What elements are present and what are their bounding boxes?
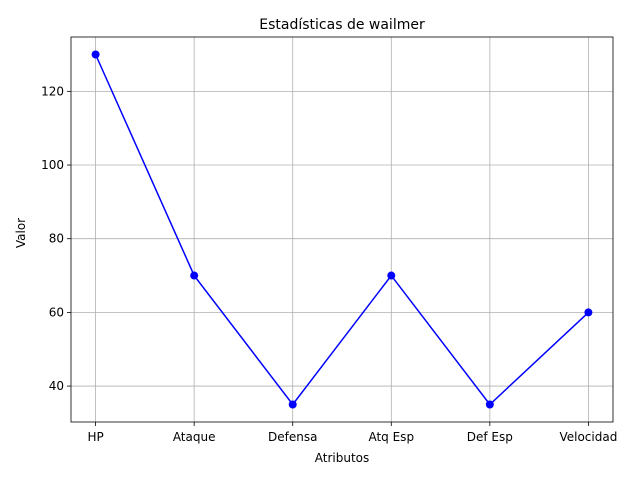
plot-border <box>70 36 614 423</box>
y-axis: 40 60 80 100 120 <box>41 84 71 393</box>
grid-lines <box>71 37 613 422</box>
chart-title: Estadísticas de wailmer <box>259 17 425 33</box>
x-tick-label: Ataque <box>173 430 216 444</box>
data-point <box>485 400 494 409</box>
data-point <box>190 271 199 280</box>
x-tick-label: Defensa <box>268 430 317 444</box>
y-axis-label: Valor <box>14 218 28 248</box>
x-tick-label: HP <box>87 430 103 444</box>
x-axis-label: Atributos <box>315 451 370 465</box>
x-tick-label: Def Esp <box>467 430 513 444</box>
data-point <box>387 271 396 280</box>
data-point <box>288 400 297 409</box>
series-line <box>94 54 589 406</box>
x-tick-label: Velocidad <box>559 430 617 444</box>
y-tick-label: 80 <box>49 232 64 246</box>
data-point <box>91 50 100 59</box>
y-tick-label: 40 <box>49 379 64 393</box>
y-tick-label: 100 <box>41 158 64 172</box>
y-tick-label: 60 <box>49 305 64 319</box>
data-point <box>584 308 593 317</box>
x-axis: HP Ataque Defensa Atq Esp Def Esp Velocidad <box>87 422 617 444</box>
plot-frame <box>70 36 614 423</box>
x-tick-label: Atq Esp <box>368 430 414 444</box>
y-tick-label: 120 <box>41 84 64 98</box>
series-group <box>91 50 593 409</box>
